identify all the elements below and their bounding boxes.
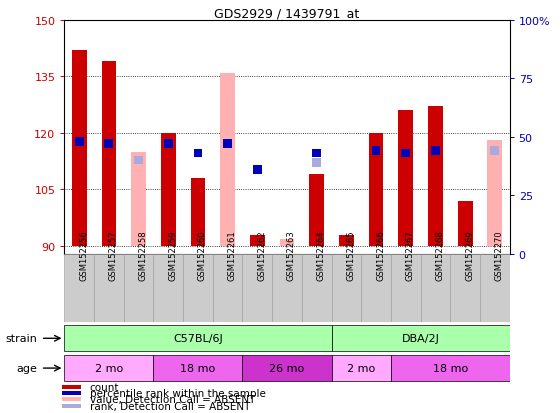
Text: GSM152269: GSM152269 [465, 230, 474, 280]
Text: DBA/2J: DBA/2J [402, 333, 440, 344]
Text: GSM152268: GSM152268 [436, 230, 445, 281]
Bar [272, 254, 302, 322]
Bar [339, 235, 354, 247]
Bar [312, 149, 321, 158]
Bar [105, 140, 113, 149]
Text: strain: strain [6, 333, 38, 344]
Bar [428, 107, 443, 247]
Text: percentile rank within the sample: percentile rank within the sample [90, 388, 265, 398]
Bar [242, 254, 272, 322]
Bar [458, 201, 473, 247]
Text: count: count [90, 382, 119, 392]
Bar [183, 254, 213, 322]
Text: GSM152259: GSM152259 [169, 230, 178, 280]
Text: GSM152256: GSM152256 [80, 230, 88, 280]
Bar [190, 179, 206, 247]
Text: 18 mo: 18 mo [180, 363, 216, 373]
Bar [302, 254, 332, 322]
Bar [62, 391, 81, 395]
Bar [223, 140, 232, 149]
Bar [491, 147, 499, 156]
Bar [279, 239, 295, 247]
Bar [372, 147, 380, 156]
Text: GSM152264: GSM152264 [317, 230, 326, 280]
Bar [213, 254, 242, 322]
Bar [398, 111, 413, 247]
Bar [101, 62, 116, 247]
Bar [62, 397, 81, 401]
Bar [361, 254, 391, 322]
Bar [62, 385, 81, 389]
Title: GDS2929 / 1439791_at: GDS2929 / 1439791_at [214, 7, 360, 19]
Bar [164, 140, 172, 149]
Bar [153, 355, 242, 381]
Text: 26 mo: 26 mo [269, 363, 305, 373]
Bar [134, 156, 143, 165]
Bar [131, 152, 146, 247]
Bar [72, 51, 87, 247]
Bar [75, 138, 83, 147]
Bar [309, 175, 324, 247]
Bar [487, 141, 502, 247]
Bar [161, 133, 176, 247]
Bar [421, 254, 450, 322]
Text: C57BL/6J: C57BL/6J [173, 333, 223, 344]
Text: age: age [17, 363, 38, 373]
Bar [124, 254, 153, 322]
Bar [480, 254, 510, 322]
Text: GSM152266: GSM152266 [376, 230, 385, 281]
Bar [194, 149, 202, 158]
Bar [312, 159, 321, 167]
Text: 18 mo: 18 mo [433, 363, 468, 373]
Bar [402, 149, 410, 158]
Bar [250, 235, 265, 247]
Text: GSM152267: GSM152267 [405, 230, 415, 281]
Text: GSM152261: GSM152261 [227, 230, 237, 280]
Bar [64, 325, 332, 351]
Bar [368, 133, 384, 247]
Text: GSM152270: GSM152270 [495, 230, 504, 280]
Text: GSM152258: GSM152258 [139, 230, 148, 280]
Bar [220, 74, 235, 247]
Text: GSM152265: GSM152265 [346, 230, 356, 280]
Bar [391, 355, 510, 381]
Bar [94, 254, 124, 322]
Text: GSM152263: GSM152263 [287, 230, 296, 281]
Bar [64, 254, 94, 322]
Bar [332, 254, 361, 322]
Text: GSM152260: GSM152260 [198, 230, 207, 280]
Bar [242, 355, 332, 381]
Bar [253, 166, 262, 174]
Bar [391, 254, 421, 322]
Text: rank, Detection Call = ABSENT: rank, Detection Call = ABSENT [90, 401, 250, 411]
Bar [64, 355, 153, 381]
Bar [332, 355, 391, 381]
Bar [450, 254, 480, 322]
Text: 2 mo: 2 mo [95, 363, 123, 373]
Text: GSM152262: GSM152262 [258, 230, 267, 280]
Bar [431, 147, 440, 156]
Bar [62, 404, 81, 408]
Text: GSM152257: GSM152257 [109, 230, 118, 280]
Text: value, Detection Call = ABSENT: value, Detection Call = ABSENT [90, 394, 255, 404]
Bar [332, 325, 510, 351]
Text: 2 mo: 2 mo [347, 363, 375, 373]
Bar [153, 254, 183, 322]
